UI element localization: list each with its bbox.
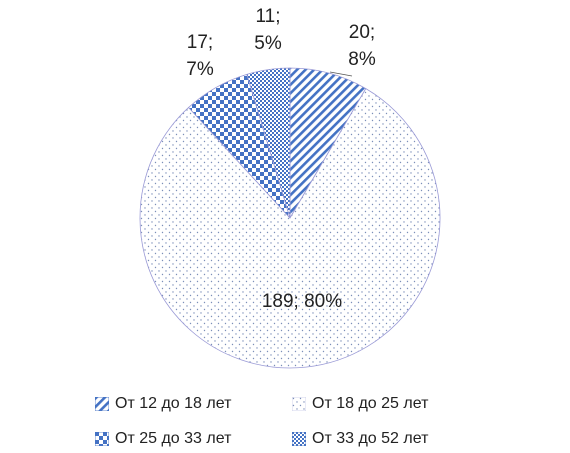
- legend-item-18-25: От 18 до 25 лет: [292, 395, 428, 413]
- pie-data-label-3: 11; 5%: [254, 6, 282, 54]
- legend-swatch-25-33: [95, 432, 109, 446]
- chart-legend: От 12 до 18 лет От 18 до 25 лет От 25 до…: [0, 385, 570, 453]
- legend-label-33-52: От 33 до 52 лет: [312, 430, 429, 447]
- pie-chart-svg: 20; 8% 189; 80% 17; 7% 11; 5%: [139, 6, 441, 369]
- pie-slice-3: [246, 67, 291, 219]
- label-leader-line: [329, 71, 353, 77]
- legend-item-12-18: От 12 до 18 лет: [95, 395, 231, 413]
- legend-swatch-33-52: [292, 432, 306, 446]
- legend-label-25-33: От 25 до 33 лет: [115, 430, 232, 447]
- pie-data-label-1: 189; 80%: [262, 291, 342, 312]
- legend-label-18-25: От 18 до 25 лет: [312, 395, 429, 412]
- legend-swatch-18-25: [292, 397, 306, 411]
- legend-item-33-52: От 33 до 52 лет: [292, 430, 428, 448]
- legend-swatch-12-18: [95, 397, 109, 411]
- pie-data-label-2: 17; 7%: [186, 32, 214, 80]
- pie-data-label-0: 20; 8%: [348, 22, 376, 70]
- legend-item-25-33: От 25 до 33 лет: [95, 430, 231, 448]
- pie-slice-1: [139, 88, 441, 369]
- legend-label-12-18: От 12 до 18 лет: [115, 395, 232, 412]
